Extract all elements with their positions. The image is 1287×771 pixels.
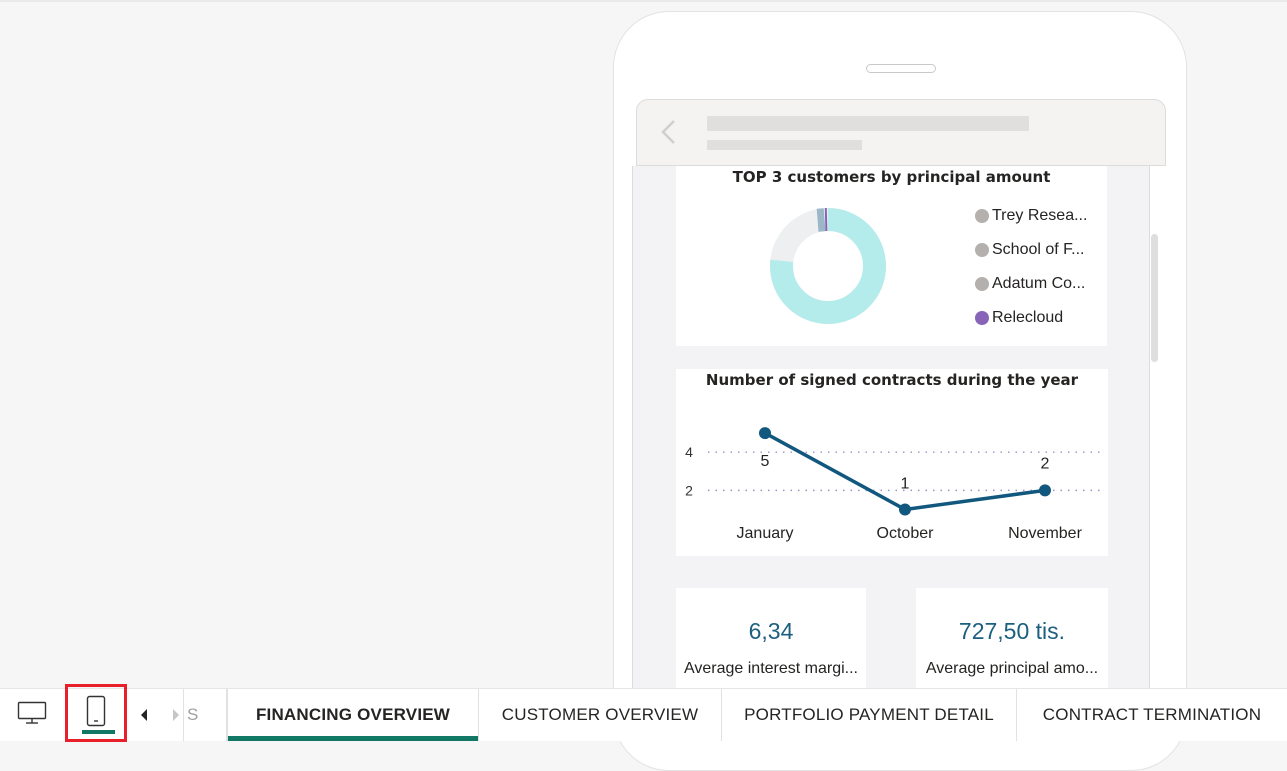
tab-label: CUSTOMER OVERVIEW — [501, 705, 699, 724]
phone-speaker — [866, 64, 936, 73]
mobile-view-button[interactable] — [65, 684, 127, 742]
legend-label: School of F... — [992, 241, 1085, 258]
legend-dot — [975, 243, 989, 257]
tab-customer-overview[interactable]: CUSTOMER OVERVIEW — [479, 689, 722, 741]
header-title-placeholder — [707, 116, 1029, 131]
back-chevron-icon[interactable] — [659, 118, 677, 150]
x-tick-label: November — [1008, 525, 1082, 542]
desktop-view-button[interactable] — [10, 689, 54, 741]
desktop-monitor-icon — [17, 701, 47, 729]
tab-label: FINANCING OVERVIEW — [255, 705, 451, 724]
data-label: 2 — [1041, 455, 1050, 472]
legend-item[interactable]: Adatum Co... — [975, 275, 1085, 293]
donut-slice-main[interactable] — [770, 208, 886, 324]
donut-chart-tile[interactable]: TOP 3 customers by principal amount — [676, 166, 1107, 346]
donut-slice-relecloud[interactable] — [824, 207, 828, 232]
next-tab-button[interactable] — [167, 689, 185, 741]
data-point[interactable] — [759, 427, 771, 440]
y-tick-label: 2 — [685, 482, 693, 498]
donut-chart[interactable] — [768, 206, 888, 326]
line-chart-tile[interactable]: Number of signed contracts during the ye… — [676, 369, 1108, 556]
data-label: 1 — [901, 475, 910, 492]
kpi-label: Average principal amo... — [925, 660, 1099, 677]
tab-label: CONTRACT TERMINATION — [1042, 705, 1262, 724]
series-line — [764, 431, 1046, 512]
legend-item[interactable]: School of F... — [975, 241, 1085, 259]
donut-chart-title: TOP 3 customers by principal amount — [732, 168, 1051, 186]
y-tick-label: 4 — [685, 444, 693, 460]
data-point[interactable] — [1039, 484, 1051, 497]
x-tick-label: October — [877, 525, 935, 542]
legend-label: Adatum Co... — [992, 275, 1086, 292]
mobile-app-header — [636, 99, 1166, 166]
caret-left-icon — [140, 706, 148, 725]
tab-portfolio-payment-detail[interactable]: PORTFOLIO PAYMENT DETAIL — [722, 689, 1017, 741]
kpi-label: Average interest margi... — [683, 660, 858, 677]
kpi-card-interest-margin[interactable]: 6,34 Average interest margi... — [676, 588, 866, 690]
legend-label: Relecloud — [992, 309, 1064, 326]
legend-dot — [975, 209, 989, 223]
tab-partial[interactable]: S — [183, 689, 227, 741]
donut-slice-small[interactable] — [816, 208, 826, 232]
caret-right-icon — [172, 706, 180, 725]
line-chart-title: Number of signed contracts during the ye… — [705, 371, 1079, 389]
tab-contract-termination[interactable]: CONTRACT TERMINATION — [1017, 689, 1287, 741]
header-subtitle-placeholder — [707, 140, 862, 150]
x-tick-label: January — [737, 525, 794, 542]
prev-tab-button[interactable] — [135, 689, 153, 741]
mobile-view-active-indicator — [82, 730, 115, 734]
tab-label: PORTFOLIO PAYMENT DETAIL — [744, 705, 994, 724]
data-point[interactable] — [899, 503, 911, 516]
legend-label: Trey Resea... — [992, 207, 1088, 224]
legend-item[interactable]: Trey Resea... — [975, 207, 1087, 225]
kpi-value: 727,50 tis. — [958, 618, 1066, 644]
kpi-value: 6,34 — [748, 618, 794, 644]
page-tab-bar: S FINANCING OVERVIEW CUSTOMER OVERVIEW P… — [0, 684, 1287, 742]
legend-dot — [975, 311, 989, 325]
tab-financing-overview[interactable]: FINANCING OVERVIEW — [227, 689, 479, 741]
line-chart[interactable]: 4 2 5 January 1 October 2 November — [676, 369, 1108, 556]
legend-item[interactable]: Relecloud — [975, 309, 1063, 327]
legend-dot — [975, 277, 989, 291]
top-divider — [0, 0, 1287, 2]
data-label: 5 — [761, 453, 770, 470]
mobile-phone-icon — [86, 695, 106, 731]
kpi-card-principal-amount[interactable]: 727,50 tis. Average principal amo... — [916, 588, 1108, 690]
tab-label: S — [187, 705, 199, 724]
canvas-scrollbar[interactable] — [1151, 234, 1158, 362]
